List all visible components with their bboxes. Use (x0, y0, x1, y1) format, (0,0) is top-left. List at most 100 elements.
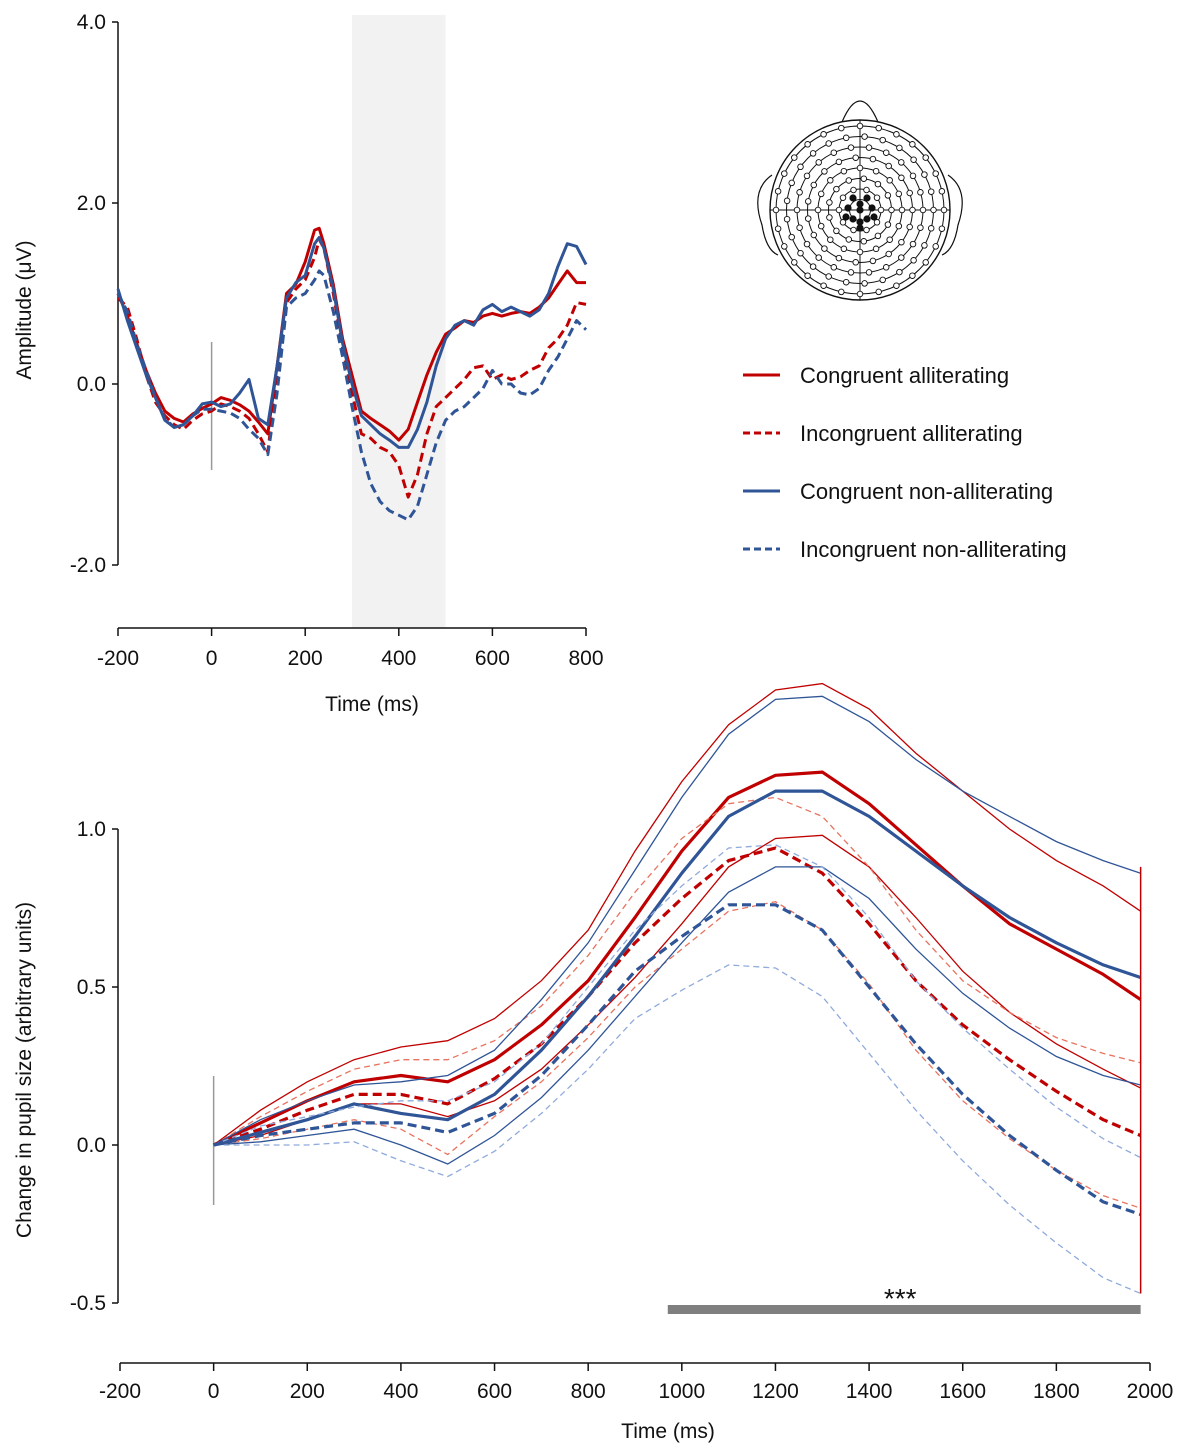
electrode-site (919, 206, 927, 214)
pupil-series-1-upper-bound (213, 682, 1141, 1146)
electrode-site (788, 233, 795, 241)
electrode-site (909, 172, 917, 180)
electrode-site (856, 122, 864, 130)
erp-y-tick-label: 0.0 (77, 373, 106, 396)
electrode-site (886, 236, 893, 243)
electrode-site (847, 269, 855, 276)
pupil-x-axis: -200 0 200 400 600 800 1000 1200 1400 1600 1800 200… (99, 1362, 1174, 1403)
electrode-site (827, 236, 834, 243)
electrode-site (909, 206, 916, 214)
electrode-site (803, 240, 811, 248)
electrode-head-map (757, 100, 963, 301)
pupil-x-tick-label: 1600 (939, 1380, 986, 1403)
electrode-site (898, 159, 905, 166)
erp-series-line-4 (116, 269, 588, 522)
selected-electrode-site (849, 194, 857, 202)
electrode-site (796, 224, 803, 231)
electrode-site (922, 154, 929, 161)
legend-label-1: Congruent alliterating (800, 363, 1009, 388)
electrode-site (803, 172, 811, 180)
electrode-site (810, 181, 818, 189)
electrode-site (847, 144, 855, 151)
electrode-site (906, 223, 913, 231)
electrode-site (783, 215, 791, 223)
significance-label: *** (884, 1283, 917, 1314)
electrode-site (910, 257, 917, 264)
electrode-site (895, 222, 903, 230)
erp-series-group (116, 226, 588, 522)
electrode-site (893, 131, 900, 138)
electrode-site (863, 186, 870, 194)
pupil-series-line-3 (213, 789, 1142, 1147)
erp-y-tick-label: 2.0 (77, 192, 106, 215)
electrode-site (865, 144, 873, 151)
electrode-site (797, 163, 804, 171)
electrode-site (804, 272, 811, 279)
electrode-site (922, 259, 929, 266)
significance-bar (667, 1305, 1141, 1314)
erp-x-tick-label: 600 (475, 647, 510, 670)
electrode-site (874, 180, 882, 188)
selected-electrode-site (870, 213, 878, 221)
erp-analysis-window (352, 15, 446, 628)
electrode-site (788, 179, 795, 187)
electrode-site (886, 177, 893, 184)
electrode-site (852, 154, 859, 161)
electrode-site (927, 225, 935, 232)
electrode-site (839, 194, 847, 201)
electrode-site (827, 177, 834, 184)
electrode-site (830, 264, 838, 271)
nose-shape (841, 100, 879, 123)
electrode-site (838, 288, 845, 296)
pupil-x-tick-label: -200 (99, 1380, 141, 1403)
selected-electrode-site (842, 213, 850, 221)
electrode-site (865, 269, 873, 276)
electrode-site (885, 250, 892, 258)
electrode-site (884, 221, 892, 228)
electrode-site (860, 238, 868, 245)
electrode-site (840, 167, 848, 175)
pupil-y-tick-label: 0.0 (77, 1134, 106, 1157)
electrode-site (885, 162, 892, 170)
pupil-y-axis: 1.0 0.5 0.0 -0.5 (70, 818, 119, 1315)
pupil-x-tick-label: 400 (383, 1380, 418, 1403)
electrode-site (938, 188, 946, 195)
electrode-site (861, 280, 868, 287)
electrode-site (804, 215, 812, 222)
electrode-site (875, 288, 882, 296)
pupil-y-tick-label: -0.5 (70, 1292, 106, 1315)
electrode-site (896, 144, 903, 152)
electrode-site (825, 140, 832, 147)
electrode-site (873, 194, 881, 201)
electrode-site (898, 206, 906, 214)
legend: Congruent alliterating Incongruent allite… (743, 363, 1067, 562)
erp-y-tick-label: -2.0 (70, 554, 106, 577)
electrode-site (893, 282, 900, 289)
pupil-series-3-upper-bound (213, 695, 1141, 1146)
pupil-series-line-1 (212, 770, 1142, 1147)
electrode-site (856, 248, 864, 256)
electrode-site (917, 189, 924, 196)
erp-x-tick-label: 400 (381, 647, 416, 670)
pupil-series-line-4 (213, 903, 1142, 1217)
electrode-site (820, 131, 827, 138)
electrode-site (882, 149, 890, 156)
pupil-x-tick-label: 1000 (658, 1380, 705, 1403)
electrode-site (817, 222, 825, 230)
electrode-site (793, 206, 801, 214)
electrode-site (781, 170, 788, 177)
electrode-site (917, 224, 924, 231)
electrode-site (898, 254, 905, 261)
legend-label-3: Congruent non-alliterating (800, 479, 1053, 504)
pupil-x-tick-label: 2000 (1127, 1380, 1174, 1403)
electrode-site (856, 290, 864, 298)
erp-x-tick-label: 800 (568, 647, 603, 670)
pupil-series-2-lower-bound (213, 901, 1141, 1209)
electrode-site (815, 159, 822, 166)
electrode-site (830, 149, 838, 156)
pupil-x-tick-label: 0 (208, 1380, 220, 1403)
electrode-site (872, 167, 880, 175)
electrode-site (856, 164, 864, 172)
electrode-site (875, 124, 882, 132)
electrode-site (879, 136, 886, 144)
